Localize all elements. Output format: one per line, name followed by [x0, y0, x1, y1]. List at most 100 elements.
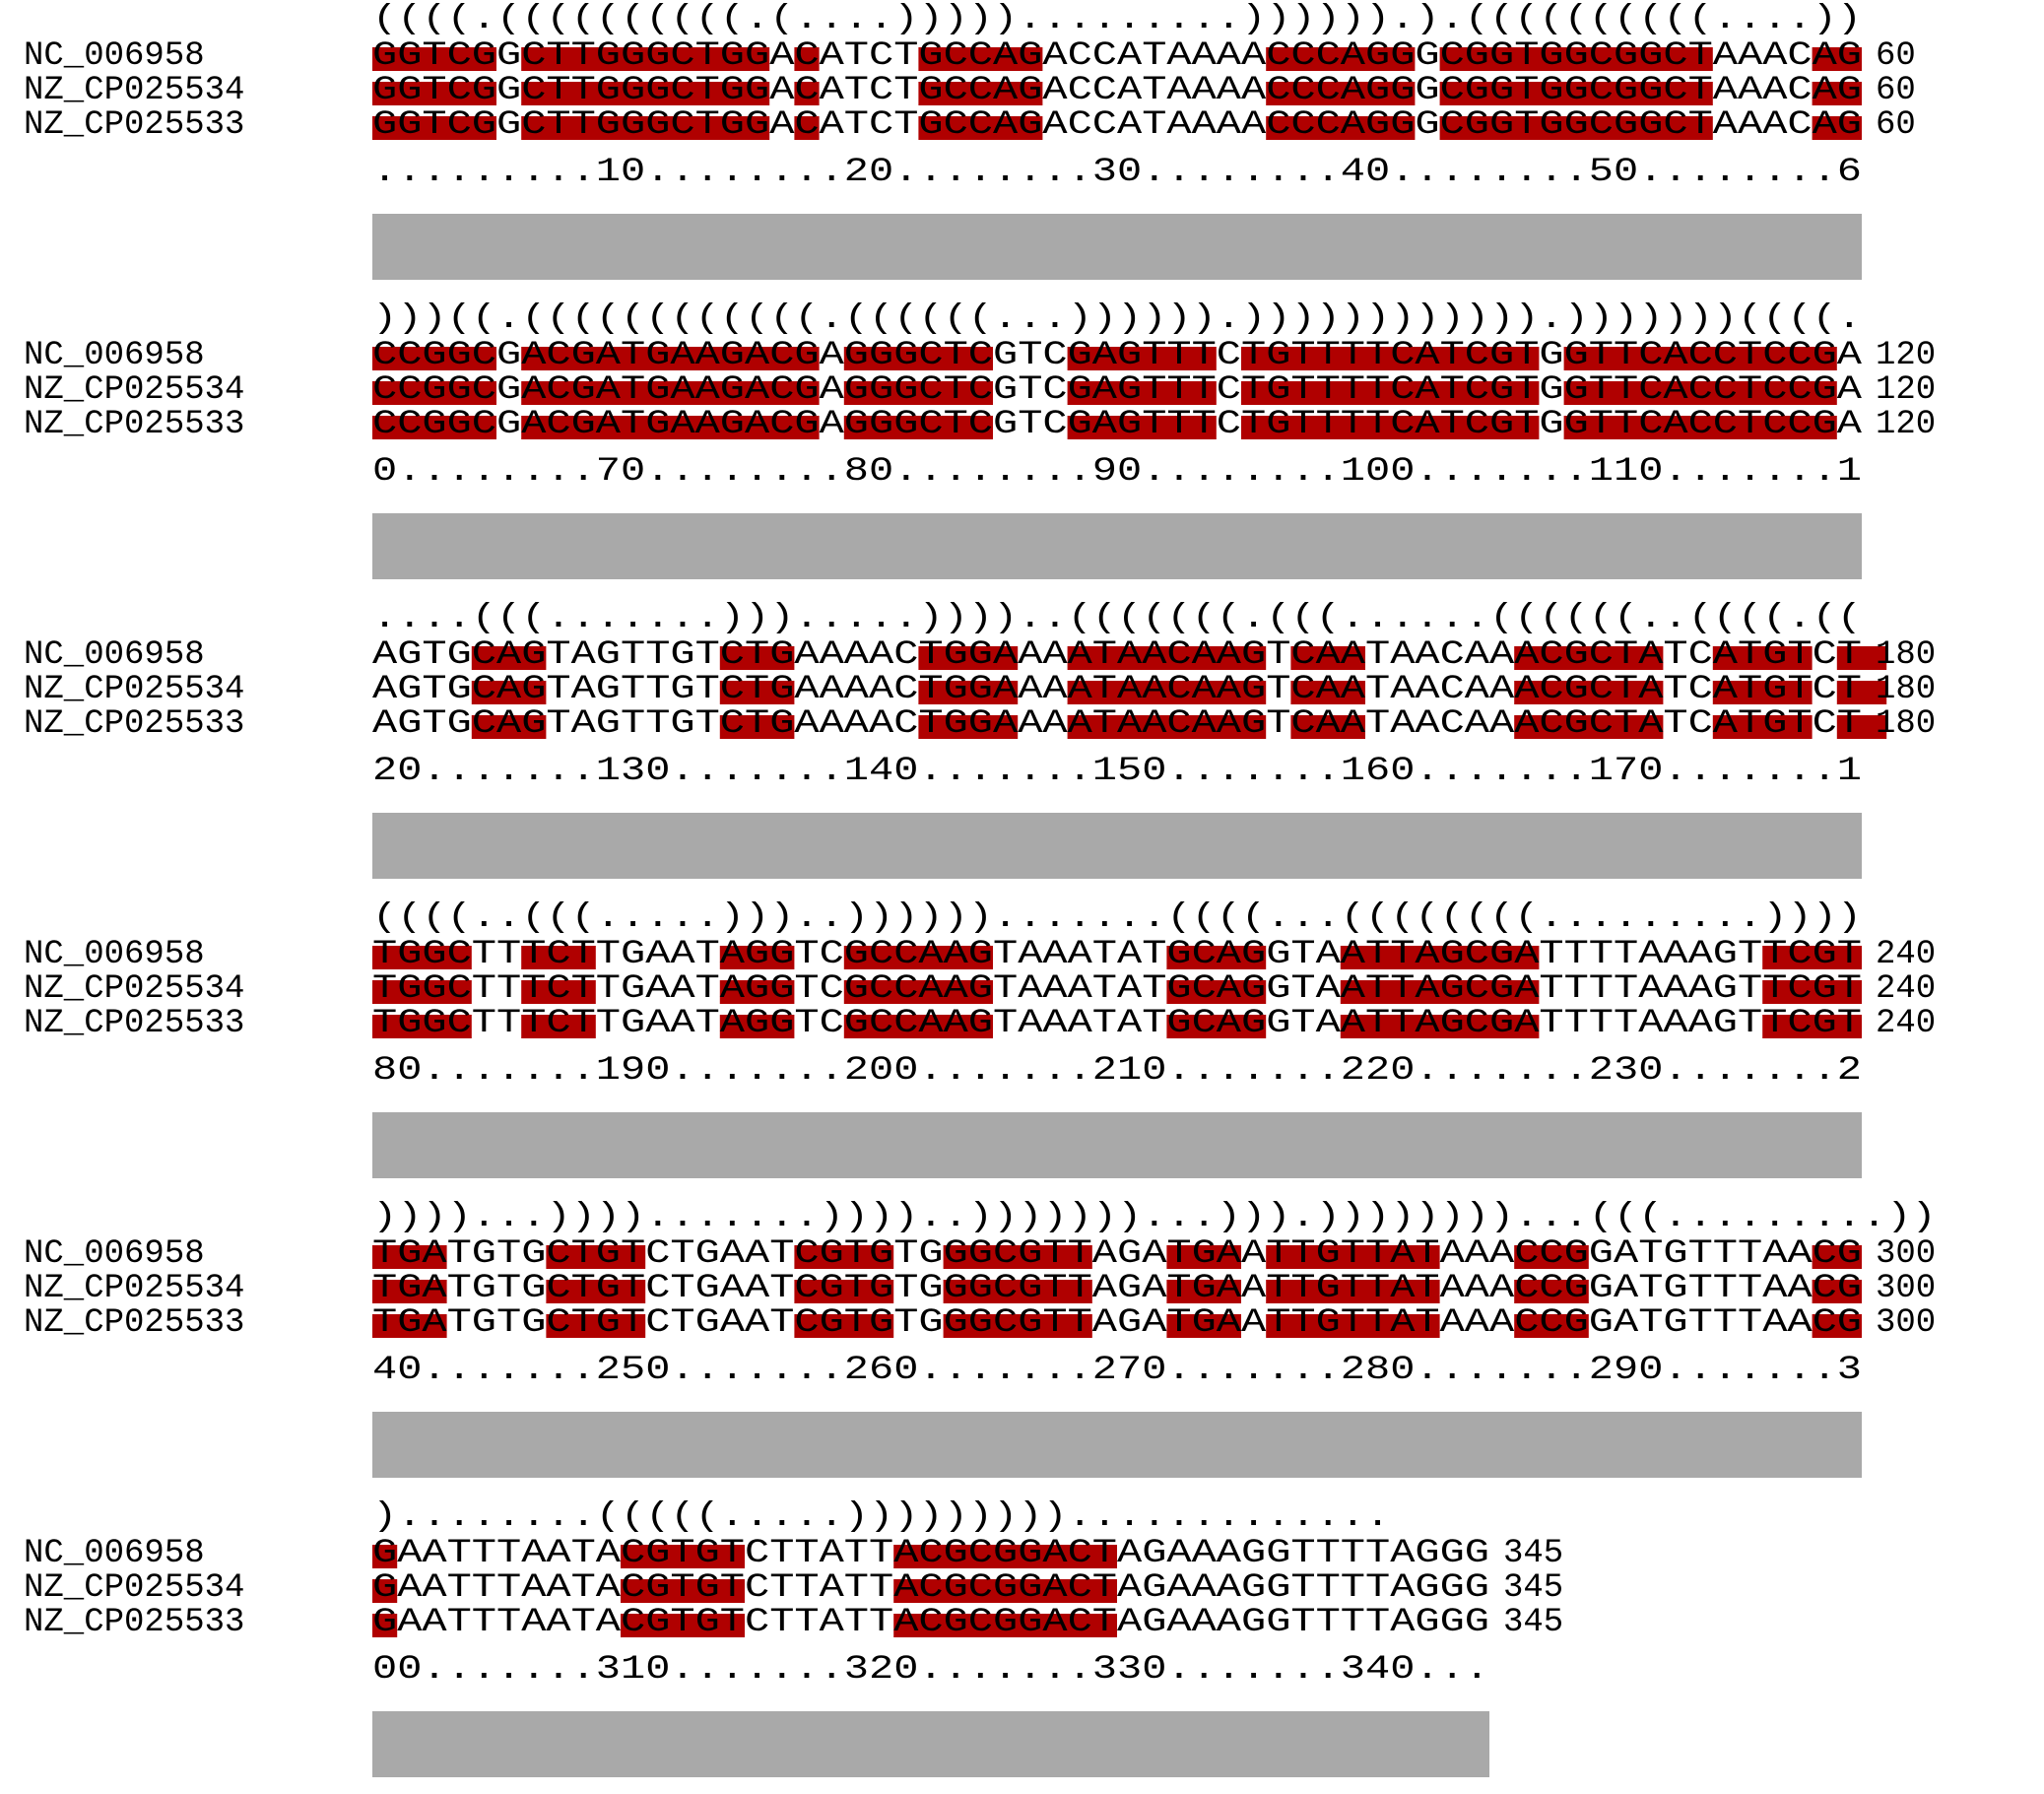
sequence-row: TGATGTGCTGTCTGAATCGTGTGGGCGTTAGATGAATTGT…	[372, 1270, 1862, 1307]
sequence-name: NZ_CP025534	[24, 1569, 244, 1607]
paired-column-box	[1241, 381, 1540, 405]
alignment-block: ((((.((((((((((.(....))))).........)))))…	[24, 1, 1916, 280]
paired-column-box	[546, 1245, 646, 1269]
conservation-bar	[372, 1711, 1489, 1777]
paired-column-box	[1439, 116, 1713, 140]
paired-column-box	[794, 47, 820, 71]
paired-column-box	[843, 416, 993, 439]
position-ruler: 20.......130.......140.......150.......1…	[372, 753, 1862, 790]
paired-column-box	[794, 82, 820, 105]
sequence-row: TGGCTTTCTTGAATAGGTCGCCAAGTAAATATGCAGGTAA…	[372, 936, 1862, 973]
paired-column-box	[372, 1579, 398, 1603]
structure-line: ((((..(((.....)))..)))))).......((((...(…	[372, 899, 1862, 937]
paired-column-box	[719, 715, 795, 739]
paired-column-box	[546, 1280, 646, 1303]
paired-column-box	[719, 980, 795, 1004]
paired-column-box	[1340, 946, 1540, 969]
paired-column-box	[621, 1614, 745, 1637]
paired-column-box	[1712, 681, 1813, 704]
sequence-row: GAATTTAATACGTGTCTTATTACGCGGACTAGAAAGGTTT…	[372, 1604, 1489, 1641]
alignment-block: ....(((.......))).....))))..(((((((.(((.…	[24, 600, 1936, 879]
position-ruler: .........10........20........30........4…	[372, 154, 1862, 191]
paired-column-box	[1266, 116, 1416, 140]
paired-column-box	[1266, 47, 1416, 71]
paired-column-box	[521, 47, 770, 71]
paired-column-box	[918, 116, 1043, 140]
conservation-bar	[372, 1412, 1862, 1478]
sequence-name: NZ_CP025534	[24, 970, 244, 1008]
paired-column-box	[372, 1245, 447, 1269]
sequence-row: GGTCGGCTTGGGCTGGACATCTGCCAGACCATAAAACCCA…	[372, 106, 1862, 144]
sequence-row: TGGCTTTCTTGAATAGGTCGCCAAGTAAATATGCAGGTAA…	[372, 970, 1862, 1008]
paired-column-box	[521, 1015, 596, 1038]
row-end-position: 60	[1876, 37, 1916, 75]
sequence-name: NZ_CP025534	[24, 1270, 244, 1307]
paired-column-box	[1166, 1314, 1241, 1338]
paired-column-box	[1166, 1245, 1241, 1269]
paired-column-box	[521, 116, 770, 140]
sequence-name: NZ_CP025533	[24, 106, 244, 144]
paired-column-box	[1762, 1015, 1862, 1038]
sequence-name: NZ_CP025534	[24, 671, 244, 708]
position-ruler: 0........70........80........90........1…	[372, 453, 1862, 491]
paired-column-box	[843, 980, 993, 1004]
structure-line: )........(((((.....)))))))))............…	[372, 1498, 1390, 1536]
sequence-name: NC_006958	[24, 1235, 205, 1273]
paired-column-box	[1836, 646, 1887, 670]
paired-column-box	[794, 1314, 894, 1338]
paired-column-box	[1762, 980, 1862, 1004]
paired-column-box	[1563, 416, 1837, 439]
sequence-row: TGATGTGCTGTCTGAATCGTGTGGGCGTTAGATGAATTGT…	[372, 1235, 1862, 1273]
paired-column-box	[1067, 715, 1267, 739]
sequence-name: NZ_CP025533	[24, 406, 244, 443]
paired-column-box	[1290, 681, 1365, 704]
paired-column-box	[1439, 82, 1713, 105]
sequence-row: AGTGCAGTAGTTGTCTGAAAACTGGAAAATAACAAGTCAA…	[372, 671, 1862, 708]
paired-column-box	[918, 47, 1043, 71]
paired-column-box	[372, 47, 496, 71]
row-end-position: 300	[1876, 1270, 1936, 1307]
conservation-bar	[372, 214, 1862, 280]
paired-column-box	[471, 715, 547, 739]
paired-column-box	[1067, 381, 1217, 405]
sequence-name: NC_006958	[24, 936, 205, 973]
paired-column-box	[794, 116, 820, 140]
alignment-block: )........(((((.....)))))))))............…	[24, 1498, 1563, 1777]
structure-line: )))((.((((((((((((.((((((...)))))).)))))…	[372, 300, 1862, 338]
sequence-row: TGATGTGCTGTCTGAATCGTGTGGGCGTTAGATGAATTGT…	[372, 1304, 1862, 1342]
paired-column-box	[372, 980, 472, 1004]
sequence-name: NZ_CP025533	[24, 1005, 244, 1042]
sequence-row: GAATTTAATACGTGTCTTATTACGCGGACTAGAAAGGTTT…	[372, 1569, 1489, 1607]
paired-column-box	[372, 116, 496, 140]
row-end-position: 60	[1876, 106, 1916, 144]
paired-column-box	[1067, 416, 1217, 439]
paired-column-box	[1812, 47, 1862, 71]
alignment-block: ))))...)))).......))))..)))))))...))).))…	[24, 1199, 1937, 1478]
paired-column-box	[372, 416, 496, 439]
paired-column-box	[918, 681, 1019, 704]
paired-column-box	[893, 1614, 1117, 1637]
paired-column-box	[843, 1015, 993, 1038]
paired-column-box	[372, 946, 472, 969]
paired-column-box	[1762, 946, 1862, 969]
position-ruler: 80.......190.......200.......210.......2…	[372, 1052, 1862, 1090]
structure-line: ))))...)))).......))))..)))))))...))).))…	[372, 1199, 1937, 1236]
paired-column-box	[1266, 1245, 1440, 1269]
row-end-position: 180	[1876, 705, 1936, 743]
paired-column-box	[372, 347, 496, 370]
row-end-position: 345	[1503, 1535, 1563, 1572]
paired-column-box	[918, 82, 1043, 105]
paired-column-box	[794, 1280, 894, 1303]
row-end-position: 180	[1876, 671, 1936, 708]
paired-column-box	[1836, 715, 1887, 739]
paired-column-box	[1266, 1314, 1440, 1338]
paired-column-box	[521, 946, 596, 969]
paired-column-box	[372, 381, 496, 405]
paired-column-box	[1812, 1314, 1862, 1338]
paired-column-box	[1166, 1015, 1267, 1038]
paired-column-box	[521, 381, 820, 405]
row-end-position: 345	[1503, 1569, 1563, 1607]
sequence-row: CCGGCGACGATGAAGACGAGGGCTCGTCGAGTTTCTGTTT…	[372, 337, 1863, 374]
sequence-row: AGTGCAGTAGTTGTCTGAAAACTGGAAAATAACAAGTCAA…	[372, 705, 1862, 743]
